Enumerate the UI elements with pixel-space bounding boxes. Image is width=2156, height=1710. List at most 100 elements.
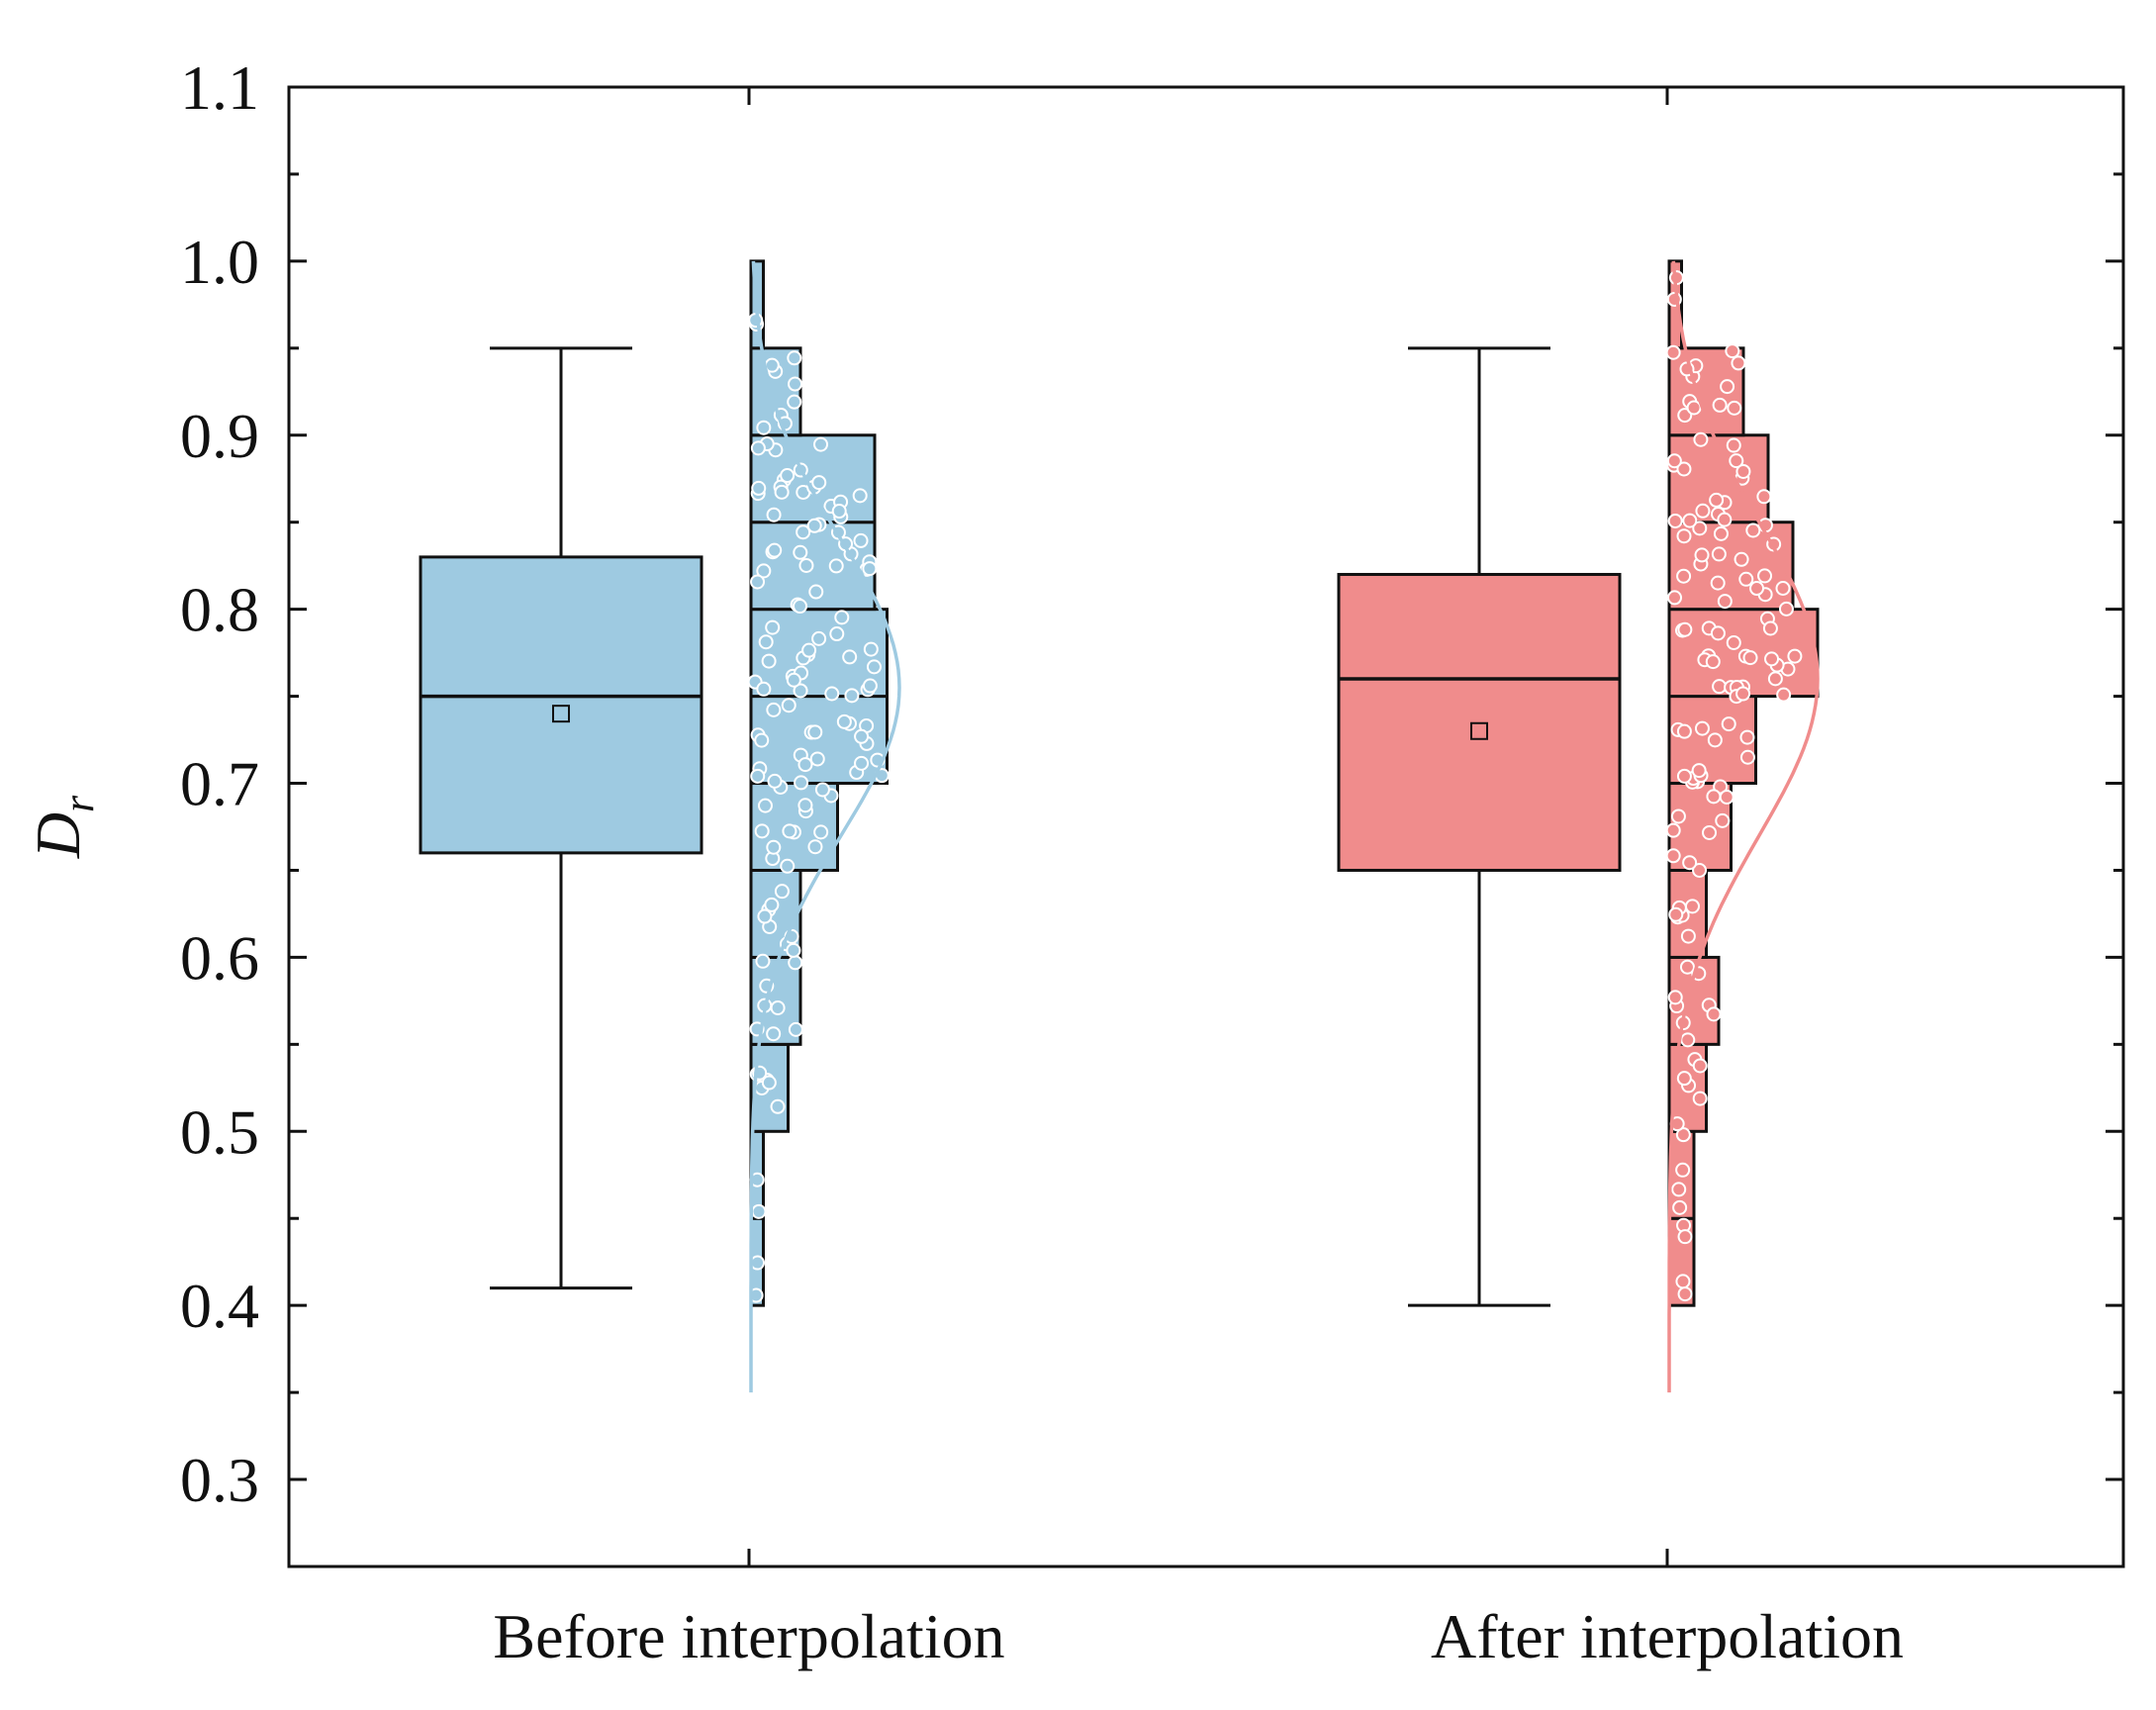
data-point: [1706, 789, 1722, 805]
data-point: [1675, 1274, 1691, 1289]
data-point: [751, 480, 767, 496]
data-point: [1666, 590, 1682, 606]
data-point: [767, 773, 783, 789]
data-point: [1709, 492, 1725, 508]
data-point: [761, 1075, 777, 1091]
data-point: [1742, 650, 1758, 666]
data-point: [751, 1203, 767, 1219]
data-point: [854, 728, 870, 744]
data-point: [786, 672, 801, 688]
data-point: [853, 532, 869, 548]
data-point: [1735, 686, 1751, 702]
data-point: [1749, 581, 1765, 597]
data-point: [829, 626, 845, 642]
data-point: [1734, 551, 1749, 567]
data-point: [787, 350, 802, 366]
data-point: [1738, 571, 1754, 587]
data-point: [1680, 928, 1696, 944]
x-tick-label: Before interpolation: [493, 1601, 1004, 1671]
data-point: [1676, 568, 1692, 584]
data-point: [1679, 959, 1695, 975]
data-point: [801, 642, 817, 658]
data-point: [814, 782, 830, 798]
data-point: [756, 681, 772, 697]
data-point: [1692, 521, 1708, 536]
data-point: [774, 884, 790, 900]
y-tick-label: 1.0: [180, 227, 259, 297]
data-point: [756, 563, 772, 579]
data-point: [1680, 1032, 1696, 1048]
data-point: [809, 751, 825, 767]
data-point: [782, 823, 797, 839]
data-point: [813, 824, 829, 840]
data-point: [1715, 812, 1731, 828]
y-tick-label: 1.1: [180, 52, 259, 123]
data-point: [756, 420, 772, 435]
data-point: [808, 584, 824, 600]
data-point: [1686, 400, 1702, 416]
data-point: [788, 1021, 803, 1037]
data-point: [806, 518, 822, 533]
y-axis-label-main: D: [23, 812, 93, 859]
y-tick-label: 0.5: [180, 1096, 259, 1167]
data-point: [1720, 379, 1735, 395]
data-point: [1693, 431, 1709, 447]
data-point: [1762, 620, 1778, 636]
data-point: [1665, 822, 1681, 838]
data-point: [1745, 522, 1761, 538]
data-point: [1712, 397, 1728, 413]
data-point: [1731, 355, 1746, 371]
data-point: [1668, 906, 1684, 922]
data-point: [1672, 1199, 1688, 1215]
x-tick-label: After interpolation: [1431, 1601, 1904, 1671]
data-point: [788, 955, 803, 971]
plot-frame: [287, 85, 2125, 1568]
data-point: [780, 858, 796, 874]
data-point: [811, 630, 827, 646]
data-point: [1739, 749, 1755, 765]
data-point: [863, 641, 879, 657]
data-point: [758, 634, 774, 650]
data-point: [1676, 461, 1692, 477]
data-point: [866, 659, 882, 675]
data-point: [755, 953, 771, 969]
group-after: [1337, 259, 1820, 1393]
data-point: [757, 908, 773, 924]
data-point: [813, 436, 829, 452]
mean-marker: [552, 705, 570, 723]
data-point: [750, 440, 766, 456]
data-point: [1694, 547, 1710, 563]
data-point: [1706, 1006, 1722, 1022]
data-point: [793, 599, 808, 615]
data-point: [757, 798, 773, 813]
data-point: [1695, 503, 1711, 519]
data-point: [794, 775, 809, 791]
data-point: [1675, 1127, 1691, 1143]
data-point: [765, 619, 781, 635]
data-point: [1682, 513, 1698, 528]
data-point: [842, 649, 858, 665]
data-point: [1677, 1286, 1693, 1302]
mean-marker: [1470, 721, 1488, 740]
data-point: [1682, 855, 1698, 871]
data-point: [1671, 1182, 1687, 1197]
data-point: [807, 724, 823, 740]
data-point: [774, 484, 790, 500]
data-point: [793, 683, 808, 699]
data-point: [836, 713, 852, 729]
data-point: [793, 544, 808, 560]
data-point: [1719, 789, 1734, 805]
data-point: [766, 839, 782, 855]
data-point: [1713, 525, 1729, 541]
data-point: [766, 1026, 782, 1042]
data-point: [1666, 453, 1682, 469]
data-point: [834, 610, 850, 625]
data-point: [797, 798, 813, 813]
data-point: [1775, 580, 1791, 596]
data-point: [1778, 601, 1794, 617]
data-point: [1676, 768, 1692, 784]
data-point: [1675, 1162, 1691, 1178]
data-point: [750, 574, 766, 590]
data-point: [1684, 899, 1700, 914]
